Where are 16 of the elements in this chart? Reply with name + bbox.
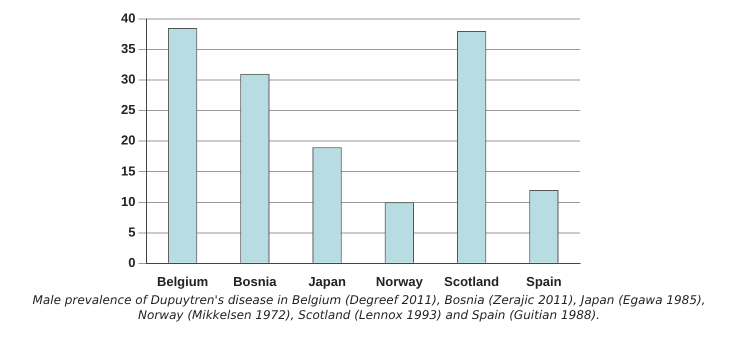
x-tick-label: Belgium bbox=[156, 274, 208, 289]
y-tick-label: 20 bbox=[120, 132, 136, 148]
y-tick-label: 35 bbox=[120, 40, 136, 56]
x-tick-label: Norway bbox=[376, 274, 424, 289]
x-tick-label: Scotland bbox=[444, 274, 500, 289]
y-tick-label: 25 bbox=[120, 102, 136, 118]
x-tick-label: Spain bbox=[526, 274, 562, 289]
y-tick-label: 30 bbox=[120, 72, 136, 87]
y-tick-label: 0 bbox=[128, 254, 136, 270]
y-tick-label: 15 bbox=[120, 163, 136, 178]
y-tick-label: 10 bbox=[120, 194, 136, 209]
y-tick-label: 40 bbox=[120, 10, 136, 26]
y-tick-label: 5 bbox=[128, 224, 136, 240]
text: Male prevalence of Dupuytren's disease in Belgium (Degreef 2011), Bosnia (Zerajic 2011), Japan (Egawa 1985), Norway (Mikkelsen 1972), Scotland (Lennox 1993) and Spain (Guitian 1988). bbox=[32, 293, 706, 323]
x-tick-label: Bosnia bbox=[233, 274, 278, 289]
x-tick-label: Japan bbox=[308, 274, 346, 289]
